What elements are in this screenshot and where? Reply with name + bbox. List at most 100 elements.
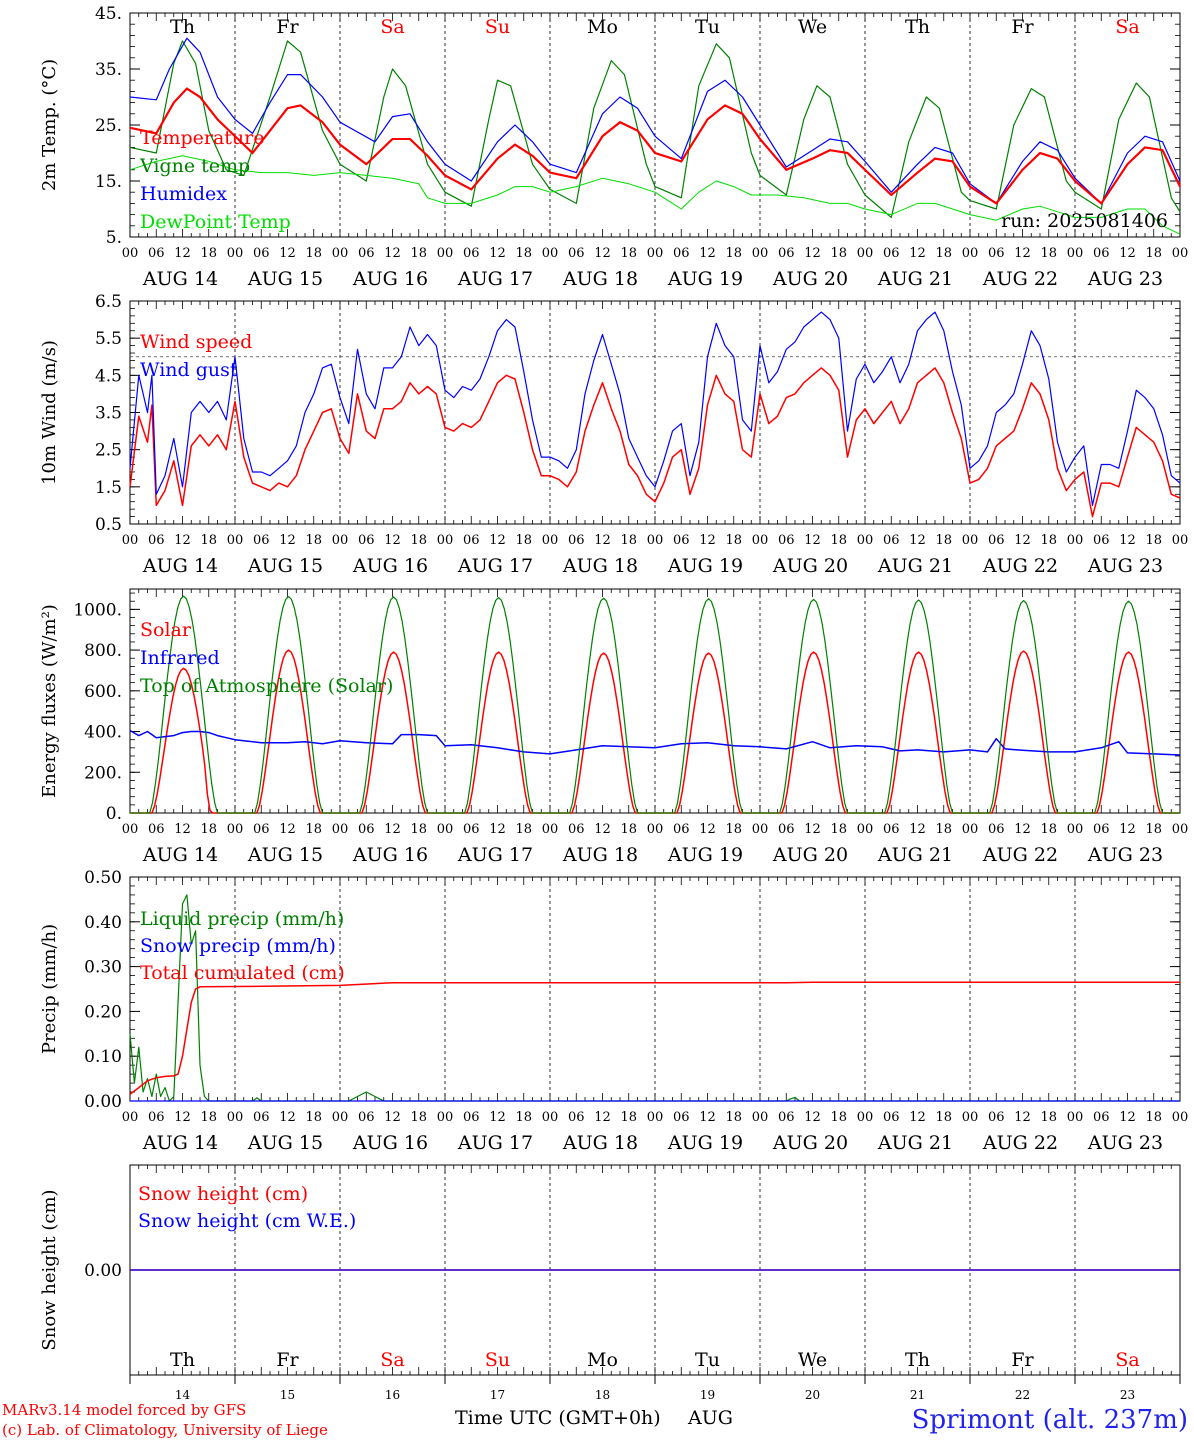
hour-tick-label: 00 — [122, 1110, 139, 1125]
y-tick-label: 0.00 — [84, 1261, 122, 1281]
hour-tick-label: 06 — [883, 1110, 900, 1125]
hour-tick-label: 06 — [883, 533, 900, 548]
hour-tick-label: 06 — [988, 533, 1005, 548]
hour-tick-label: 06 — [568, 246, 585, 261]
hour-tick-label: 06 — [988, 822, 1005, 837]
hour-tick-label: 00 — [332, 1110, 349, 1125]
hour-tick-label: 18 — [620, 246, 637, 261]
hour-tick-label: 06 — [568, 533, 585, 548]
hour-tick-label: 18 — [200, 822, 217, 837]
hour-tick-label: 00 — [752, 246, 769, 261]
legend-entry: Wind gust — [140, 359, 238, 381]
hour-tick-label: 00 — [962, 533, 979, 548]
hour-tick-label: 12 — [174, 1110, 191, 1125]
day-date-label: AUG 16 — [352, 555, 428, 577]
series-precip-2 — [129, 981, 1180, 1095]
day-name-bottom: We — [798, 1349, 827, 1371]
day-date-label: AUG 14 — [142, 1132, 218, 1154]
hour-tick-label: 00 — [1172, 1110, 1189, 1125]
hour-tick-label: 18 — [305, 822, 322, 837]
hour-tick-label: 00 — [122, 246, 139, 261]
day-date-label: AUG 23 — [1087, 268, 1163, 290]
day-date-label: AUG 19 — [667, 268, 743, 290]
hour-tick-label: 12 — [1119, 822, 1136, 837]
panel-frame — [129, 12, 1181, 238]
hour-tick-label: 00 — [1067, 533, 1084, 548]
hour-tick-label: 06 — [463, 1110, 480, 1125]
day-number: 17 — [490, 1388, 505, 1402]
panel-precip — [129, 876, 1181, 1102]
model-credit: MARv3.14 model forced by GFS — [2, 1401, 246, 1419]
hour-tick-label: 06 — [358, 822, 375, 837]
y-tick-label: 200. — [84, 763, 122, 783]
hour-tick-label: 06 — [148, 246, 165, 261]
legend-entry: Snow height (cm W.E.) — [138, 1210, 356, 1232]
hour-tick-label: 00 — [332, 246, 349, 261]
hour-tick-label: 06 — [1093, 1110, 1110, 1125]
y-tick-label: 45. — [95, 4, 122, 24]
day-date-label: AUG 15 — [247, 1132, 323, 1154]
y-tick-label: 0.30 — [84, 958, 122, 978]
day-name-top: Tu — [695, 16, 720, 38]
hour-tick-label: 18 — [1145, 822, 1162, 837]
legend-entry: Temperature — [140, 127, 264, 149]
y-tick-label: 600. — [84, 682, 122, 702]
day-date-label: AUG 20 — [772, 555, 848, 577]
panel-frame — [129, 300, 1181, 525]
day-date-label: AUG 19 — [667, 555, 743, 577]
hour-tick-label: 06 — [673, 1110, 690, 1125]
hour-tick-label: 06 — [463, 246, 480, 261]
hour-tick-label: 12 — [699, 246, 716, 261]
hour-tick-label: 12 — [489, 533, 506, 548]
hour-tick-label: 12 — [174, 822, 191, 837]
day-date-label: AUG 17 — [457, 1132, 533, 1154]
hour-tick-label: 18 — [830, 533, 847, 548]
hour-tick-label: 18 — [620, 533, 637, 548]
day-number: 19 — [700, 1388, 715, 1402]
day-date-label: AUG 23 — [1087, 844, 1163, 866]
hour-tick-label: 12 — [699, 1110, 716, 1125]
day-date-label: AUG 22 — [982, 844, 1058, 866]
legend-entry: Vigne temp — [139, 155, 250, 177]
hour-tick-label: 00 — [962, 1110, 979, 1125]
hour-tick-label: 00 — [332, 822, 349, 837]
hour-tick-label: 18 — [515, 822, 532, 837]
hour-tick-label: 18 — [830, 822, 847, 837]
series-temp-2 — [129, 37, 1181, 204]
series-flux-1 — [129, 729, 1181, 756]
day-name-top: Th — [170, 16, 195, 38]
hour-tick-label: 18 — [935, 822, 952, 837]
hour-tick-label: 18 — [725, 1110, 742, 1125]
day-number: 21 — [910, 1388, 925, 1402]
y-tick-label: 5. — [106, 228, 122, 248]
hour-tick-label: 12 — [384, 246, 401, 261]
hour-tick-label: 12 — [489, 246, 506, 261]
hour-tick-label: 06 — [778, 533, 795, 548]
hour-tick-label: 00 — [647, 1110, 664, 1125]
day-date-label: AUG 15 — [247, 844, 323, 866]
y-tick-label: 0. — [106, 804, 122, 824]
hour-tick-label: 12 — [804, 1110, 821, 1125]
day-name-top: We — [798, 16, 827, 38]
hour-tick-label: 06 — [883, 246, 900, 261]
hour-tick-label: 12 — [594, 822, 611, 837]
hour-tick-label: 18 — [305, 1110, 322, 1125]
hour-tick-label: 06 — [253, 822, 270, 837]
hour-tick-label: 12 — [279, 822, 296, 837]
hour-tick-label: 18 — [410, 1110, 427, 1125]
station-label: Sprimont (alt. 237m) — [912, 1405, 1188, 1435]
hour-tick-label: 00 — [542, 246, 559, 261]
day-number: 14 — [175, 1388, 191, 1402]
hour-tick-label: 12 — [594, 533, 611, 548]
legend-entry: Wind speed — [140, 331, 252, 353]
hour-tick-label: 18 — [725, 822, 742, 837]
hour-tick-label: 12 — [909, 1110, 926, 1125]
day-number: 18 — [595, 1388, 610, 1402]
day-name-bottom: Th — [170, 1349, 195, 1371]
y-tick-label: 4.5 — [95, 366, 122, 386]
legend-entry: Liquid precip (mm/h) — [140, 908, 344, 930]
day-name-top: Sa — [1115, 16, 1139, 38]
hour-tick-label: 00 — [1172, 533, 1189, 548]
hour-tick-label: 12 — [699, 533, 716, 548]
